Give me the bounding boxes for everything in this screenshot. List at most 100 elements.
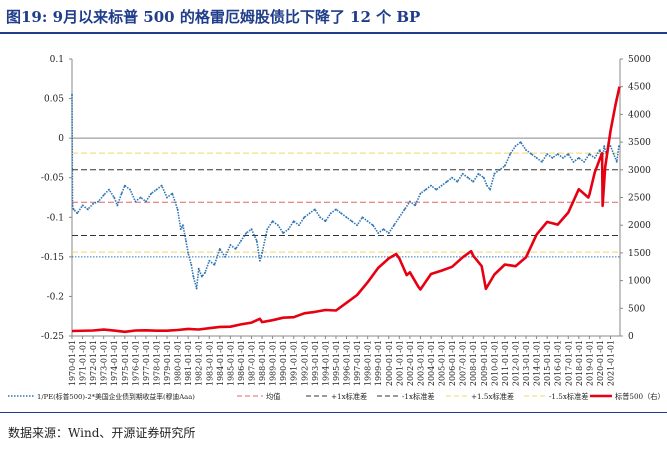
x-tick-label: 1978-01-01 <box>152 340 161 386</box>
erp-point <box>419 192 422 195</box>
erp-point <box>72 208 75 211</box>
erp-point <box>477 172 480 175</box>
x-tick-label: 1982-01-01 <box>195 340 204 386</box>
x-tick-label: 2019-01-01 <box>585 340 594 386</box>
erp-point <box>387 232 390 235</box>
erp-point <box>187 252 190 254</box>
x-tick-label: 2000-01-01 <box>385 340 394 386</box>
erp-point <box>393 224 395 227</box>
erp-point <box>583 161 585 163</box>
erp-point <box>134 200 137 203</box>
erp-point <box>340 212 343 215</box>
legend-label: 标普500（右） <box>615 392 665 401</box>
erp-point <box>461 172 464 175</box>
x-axis-tick-labels: 1970-01-01 1971-01-01 1972-01-01 1973-01-01… <box>68 336 615 386</box>
x-tick-label: 2015-01-01 <box>543 340 552 386</box>
y-right-tick-label: 5000 <box>628 55 651 65</box>
x-tick-label: 1979-01-01 <box>163 340 172 386</box>
figure-title: 图19: 9月以来标普 500 的格雷厄姆股债比下降了 12 个 BP <box>6 8 421 26</box>
y-left-tick-label: -0.2 <box>47 292 64 302</box>
x-tick-label: 1996-01-01 <box>343 340 352 386</box>
erp-point <box>81 204 84 207</box>
erp-point <box>277 224 279 227</box>
x-tick-label: 1998-01-01 <box>364 340 373 386</box>
x-tick-label: 1993-01-01 <box>311 340 320 386</box>
erp-point <box>224 256 227 258</box>
erp-point <box>350 220 353 223</box>
erp-point <box>472 180 475 183</box>
erp-point <box>377 232 380 235</box>
x-tick-label: 1980-01-01 <box>174 340 183 386</box>
erp-point <box>250 228 253 231</box>
erp-point <box>314 208 316 211</box>
erp-point <box>208 259 211 262</box>
erp-point <box>335 208 337 211</box>
y-right-tick-label: 500 <box>628 304 645 314</box>
erp-point <box>282 232 285 235</box>
erp-point <box>519 141 522 144</box>
x-tick-label: 2017-01-01 <box>564 340 573 386</box>
erp-point <box>266 228 269 231</box>
legend-label: -1.5x标准差 <box>549 392 588 401</box>
erp-point <box>160 184 163 187</box>
erp-point <box>204 271 206 274</box>
erp-point <box>234 248 237 250</box>
x-tick-label: 1976-01-01 <box>131 340 140 386</box>
erp-point <box>190 263 193 266</box>
erp-point <box>287 228 290 231</box>
erp-point <box>185 240 187 242</box>
erp-point <box>440 184 443 187</box>
erp-point <box>76 212 79 215</box>
erp-point <box>551 157 554 159</box>
erp-point <box>593 157 596 159</box>
y-left-tick-label: 0.05 <box>44 95 64 105</box>
erp-point <box>171 192 174 195</box>
erp-point <box>116 204 119 207</box>
y-right-tick-label: 1500 <box>628 249 651 259</box>
erp-point <box>176 208 179 211</box>
erp-point <box>182 224 184 227</box>
erp-point <box>271 220 274 223</box>
x-tick-label: 1974-01-01 <box>110 340 119 386</box>
erp-point <box>556 153 559 155</box>
x-tick-label: 2001-01-01 <box>395 340 404 386</box>
erp-point <box>123 184 126 187</box>
erp-point <box>108 188 110 191</box>
erp-point <box>113 196 116 199</box>
erp-point <box>588 153 591 155</box>
x-tick-label: 1986-01-01 <box>237 340 246 386</box>
erp-point <box>361 216 364 219</box>
x-tick-label: 1972-01-01 <box>89 340 98 386</box>
erp-point <box>372 224 374 227</box>
erp-series-line <box>71 94 620 290</box>
legend: 1/PE(标普500)-2*美国企业债到期收益率(穆迪Aaa) 均值 +1x标准差 -… <box>8 392 665 401</box>
erp-point <box>599 149 601 151</box>
erp-point <box>546 153 548 155</box>
x-tick-label: 1999-01-01 <box>374 340 383 386</box>
y-right-tick-label: 1000 <box>628 277 651 287</box>
x-tick-label: 2013-01-01 <box>522 340 531 386</box>
x-tick-label: 2004-01-01 <box>427 340 436 386</box>
erp-point <box>71 204 74 207</box>
x-tick-label: 1988-01-01 <box>258 340 267 386</box>
x-tick-label: 2009-01-01 <box>480 340 489 386</box>
x-tick-label: 2020-01-01 <box>596 340 605 386</box>
erp-point <box>192 275 195 278</box>
erp-point <box>240 240 242 242</box>
x-tick-label: 1983-01-01 <box>205 340 214 386</box>
x-tick-label: 1977-01-01 <box>142 340 151 386</box>
erp-point <box>424 188 427 191</box>
x-tick-label: 1995-01-01 <box>332 340 341 386</box>
erp-point <box>97 200 100 203</box>
legend-label: 均值 <box>266 392 280 401</box>
x-tick-label: 1984-01-01 <box>216 340 225 386</box>
erp-point <box>71 93 73 96</box>
erp-point <box>398 216 401 219</box>
erp-point <box>179 228 182 231</box>
erp-point <box>150 192 153 195</box>
x-tick-label: 2016-01-01 <box>554 340 563 386</box>
erp-point <box>120 192 123 195</box>
y-left-tick-label: -0.15 <box>41 253 64 263</box>
erp-point <box>514 145 517 148</box>
chart: -0.25 -0.2 -0.15 -0.1 -0.05 0 0.05 0.1 0 500 1000 1… <box>8 55 665 401</box>
